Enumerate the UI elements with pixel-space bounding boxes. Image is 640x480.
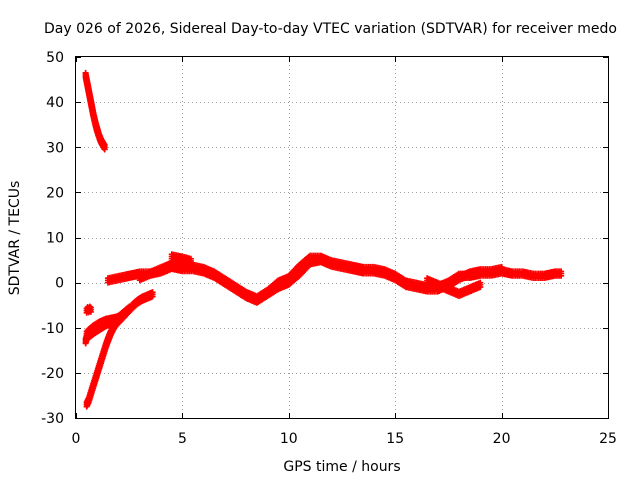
data-point — [115, 317, 122, 324]
y-axis-label: SDTVAR / TECUs — [7, 181, 23, 296]
y-tick-label: 30 — [46, 140, 64, 156]
y-tick-label: -30 — [41, 411, 64, 427]
data-point — [125, 308, 132, 315]
chart-title: Day 026 of 2026, Sidereal Day-to-day VTE… — [44, 21, 617, 37]
series-8 — [168, 251, 194, 267]
data-points — [82, 69, 565, 410]
series-0 — [82, 69, 108, 153]
axis-ticks — [76, 57, 609, 419]
data-point — [187, 260, 194, 267]
x-axis-label: GPS time / hours — [283, 459, 400, 475]
x-tick-label: 10 — [280, 431, 298, 447]
x-tick-labels: 0 5 10 15 20 25 — [72, 431, 617, 447]
y-tick-label: -10 — [41, 321, 64, 337]
data-point — [477, 284, 484, 291]
series-7 — [424, 275, 484, 300]
y-tick-label: 50 — [46, 50, 64, 66]
data-point — [101, 146, 108, 153]
y-tick-label: -20 — [41, 366, 64, 382]
data-point — [558, 272, 565, 279]
x-tick-label: 20 — [493, 431, 511, 447]
series-4 — [83, 303, 94, 316]
data-point — [149, 293, 156, 300]
x-tick-label: 15 — [386, 431, 404, 447]
y-tick-labels: -30 -20 -10 0 10 20 30 40 50 — [41, 50, 64, 427]
series-1 — [83, 289, 156, 410]
data-point — [87, 308, 94, 315]
data-point — [126, 307, 133, 314]
x-tick-label: 5 — [178, 431, 187, 447]
plot-frame — [75, 56, 609, 419]
x-tick-label: 0 — [72, 431, 81, 447]
x-tick-label: 25 — [599, 431, 617, 447]
y-tick-label: 10 — [46, 231, 64, 247]
grid-lines — [76, 57, 608, 418]
y-tick-label: 40 — [46, 95, 64, 111]
series-3 — [83, 312, 122, 339]
y-tick-label: 20 — [46, 185, 64, 201]
data-point — [498, 268, 505, 275]
series-6 — [136, 254, 505, 306]
y-tick-label: 0 — [55, 276, 64, 292]
